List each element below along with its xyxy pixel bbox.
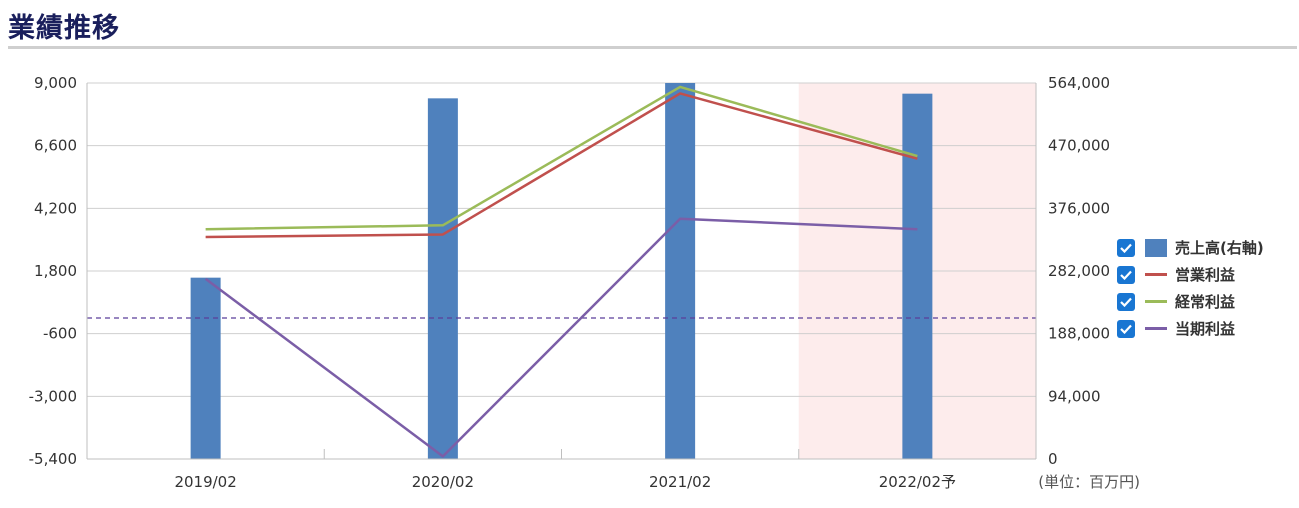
left-tick-label: 6,600 (34, 137, 77, 155)
legend-item-sales[interactable]: 売上高(右軸) (1117, 234, 1264, 261)
title-divider (8, 46, 1297, 49)
legend-item-net-profit[interactable]: 当期利益 (1117, 315, 1264, 342)
left-tick-label: -600 (43, 325, 77, 343)
x-tick-label: 2021/02 (649, 473, 711, 491)
left-tick-label: -3,000 (29, 387, 77, 405)
bar-sales (902, 93, 933, 460)
x-tick-label: 2022/02予 (879, 473, 956, 491)
right-tick-label: 0 (1048, 450, 1058, 468)
checkbox-net-profit[interactable] (1117, 319, 1135, 338)
bar-sales (190, 277, 221, 459)
legend-swatch-ordinary-profit (1145, 300, 1167, 303)
legend-label-operating-profit: 営業利益 (1175, 266, 1236, 284)
x-tick-label: 2019/02 (174, 473, 236, 491)
unit-label: (単位：百万円) (1038, 473, 1140, 491)
checkmark-icon (1120, 270, 1132, 280)
legend-label-sales: 売上高(右軸) (1175, 239, 1264, 257)
right-tick-label: 188,000 (1048, 325, 1110, 343)
page-title: 業績推移 (8, 13, 120, 44)
line-net-profit (204, 217, 918, 458)
bar-sales (665, 83, 696, 459)
left-tick-label: -5,400 (29, 450, 77, 468)
legend-label-ordinary-profit: 経常利益 (1175, 293, 1236, 311)
legend-swatch-net-profit (1145, 327, 1167, 330)
left-tick-label: 4,200 (34, 199, 77, 217)
right-tick-label: 282,000 (1048, 262, 1110, 280)
line-operating-profit (205, 92, 918, 239)
right-tick-label: 470,000 (1048, 137, 1110, 155)
checkbox-sales[interactable] (1117, 238, 1135, 257)
legend-swatch-operating-profit (1145, 273, 1167, 276)
bar-sales (427, 98, 458, 459)
checkbox-ordinary-profit[interactable] (1117, 292, 1135, 311)
x-tick-label: 2020/02 (412, 473, 474, 491)
left-tick-label: 9,000 (34, 74, 77, 92)
right-tick-label: 564,000 (1048, 74, 1110, 92)
checkmark-icon (1120, 243, 1132, 253)
checkmark-icon (1120, 297, 1132, 307)
legend-item-ordinary-profit[interactable]: 経常利益 (1117, 288, 1264, 315)
left-tick-label: 1,800 (34, 262, 77, 280)
checkmark-icon (1120, 324, 1132, 334)
legend-item-operating-profit[interactable]: 営業利益 (1117, 261, 1264, 288)
line-ordinary-profit (205, 85, 918, 231)
legend-swatch-sales (1145, 238, 1167, 257)
right-tick-label: 94,000 (1048, 387, 1101, 405)
right-tick-label: 376,000 (1048, 199, 1110, 217)
chart-legend: 売上高(右軸) 営業利益 経常利益 当期利益 (1117, 234, 1264, 342)
legend-label-net-profit: 当期利益 (1175, 320, 1236, 338)
checkbox-operating-profit[interactable] (1117, 265, 1135, 284)
